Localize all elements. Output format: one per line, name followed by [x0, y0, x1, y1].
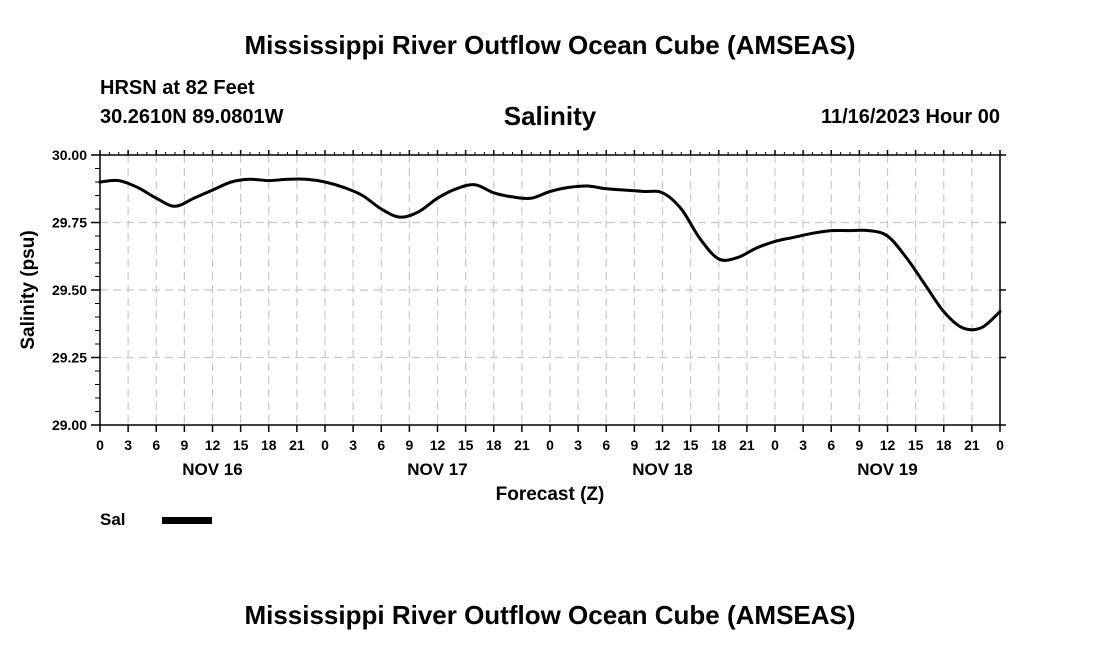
chart-title: Salinity [503, 101, 597, 131]
x-tick-label: 9 [405, 437, 413, 453]
x-tick-label: 3 [124, 437, 132, 453]
x-tick-label: 0 [546, 437, 554, 453]
run-time: 11/16/2023 Hour 00 [820, 106, 1000, 128]
x-tick-label: 3 [574, 437, 582, 453]
x-tick-label: 18 [711, 437, 727, 453]
x-tick-label: 9 [630, 437, 638, 453]
x-tick-label: 15 [458, 437, 474, 453]
x-tick-label: 21 [964, 437, 980, 453]
x-tick-label: 0 [996, 437, 1004, 453]
x-tick-label: 3 [349, 437, 357, 453]
footer-title: Mississippi River Outflow Ocean Cube (AM… [244, 600, 856, 630]
station-coordinates: 30.2610N 89.0801W [100, 106, 284, 128]
x-tick-label: 21 [514, 437, 530, 453]
x-tick-label: 21 [289, 437, 305, 453]
x-tick-label: 15 [683, 437, 699, 453]
x-tick-label: 0 [96, 437, 104, 453]
y-tick-label: 29.00 [52, 417, 87, 433]
x-tick-label: 12 [205, 437, 221, 453]
x-tick-label: 3 [799, 437, 807, 453]
y-tick-label: 29.50 [52, 282, 87, 298]
y-tick-label: 30.00 [52, 147, 87, 163]
series-line-sal [98, 177, 1002, 332]
x-tick-label: 15 [908, 437, 924, 453]
x-tick-label: 9 [180, 437, 188, 453]
axis-layer: 29.00 29.25 29.50 29.75 30.00 0 3 6 9 12 15 18 21 0 3 6… [52, 147, 1006, 479]
x-tick-label: 15 [233, 437, 249, 453]
x-tick-label: 6 [377, 437, 385, 453]
x-tick-label: 0 [321, 437, 329, 453]
x-tick-label: 0 [771, 437, 779, 453]
grid-layer [100, 155, 1000, 425]
x-tick-label: 21 [739, 437, 755, 453]
x-tick-label: 9 [855, 437, 863, 453]
x-tick-label: 12 [655, 437, 671, 453]
y-axis-label: Salinity (psu) [18, 230, 39, 349]
x-tick-label: 12 [880, 437, 896, 453]
x-axis-label: Forecast (Z) [496, 484, 605, 505]
day-label: NOV 16 [182, 460, 242, 479]
x-tick-label: 18 [936, 437, 952, 453]
x-tick-label: 6 [827, 437, 835, 453]
station-label: HRSN at 82 Feet [100, 77, 255, 99]
day-label: NOV 18 [632, 460, 692, 479]
legend-swatch-sal [162, 517, 212, 524]
legend-label-sal: Sal [100, 510, 126, 529]
x-tick-label: 12 [430, 437, 446, 453]
x-tick-label: 18 [486, 437, 502, 453]
x-tick-label: 6 [152, 437, 160, 453]
y-tick-label: 29.75 [52, 215, 87, 231]
y-tick-label: 29.25 [52, 350, 87, 366]
main-title: Mississippi River Outflow Ocean Cube (AM… [244, 30, 856, 60]
day-label: NOV 17 [407, 460, 467, 479]
x-tick-label: 18 [261, 437, 277, 453]
day-label: NOV 19 [857, 460, 917, 479]
x-tick-label: 6 [602, 437, 610, 453]
